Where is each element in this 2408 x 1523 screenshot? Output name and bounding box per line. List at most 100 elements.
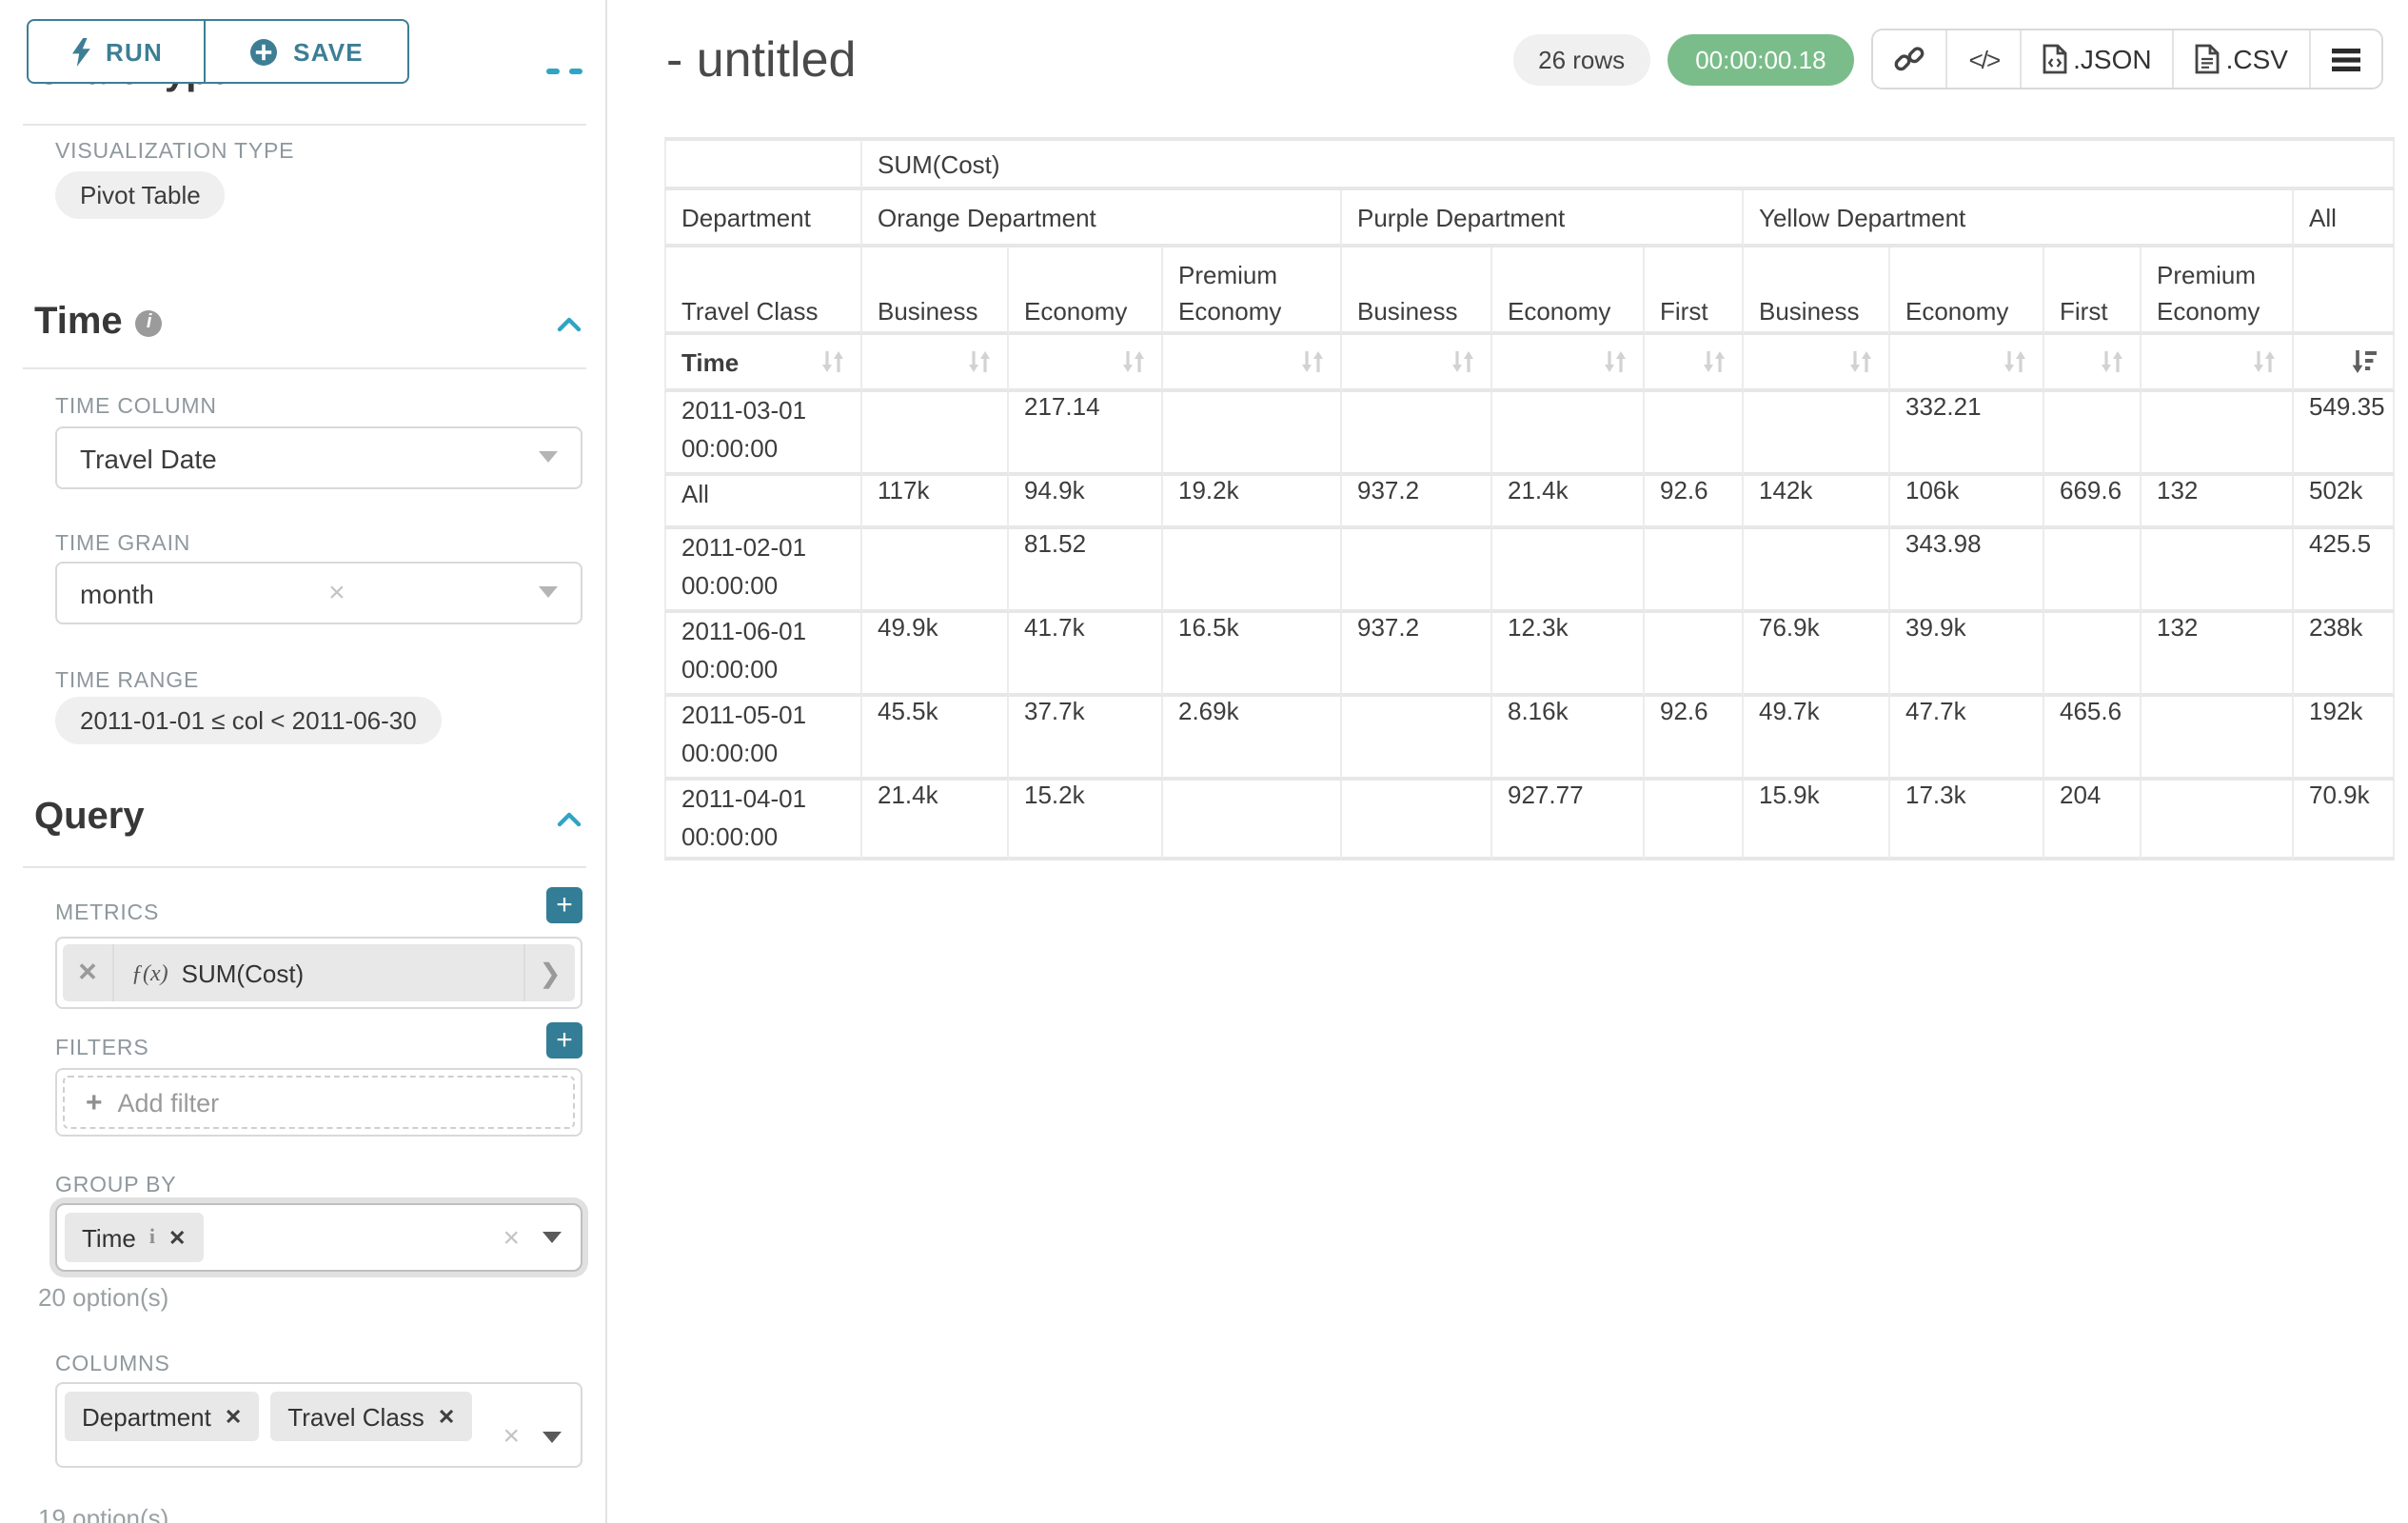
travel-class-header: Economy xyxy=(1492,247,1645,335)
dropdown-caret-icon[interactable] xyxy=(543,1431,562,1442)
value-cell: 21.4k xyxy=(1492,476,1645,529)
dropdown-caret-icon[interactable] xyxy=(543,1232,562,1243)
add-filter-button[interactable]: + Add filter xyxy=(63,1076,575,1129)
sort-icon[interactable] xyxy=(2003,348,2027,375)
department-group-header: Purple Department xyxy=(1342,190,1744,247)
time-grain-value: month xyxy=(80,578,154,608)
sort-icon[interactable] xyxy=(1300,348,1325,375)
sort-icon[interactable] xyxy=(1702,348,1727,375)
department-axis-label: Department xyxy=(664,190,862,247)
remove-metric-icon[interactable]: ✕ xyxy=(63,944,114,1001)
add-metric-button[interactable]: + xyxy=(546,887,582,923)
sort-header-cell xyxy=(2294,335,2396,392)
copy-link-button[interactable] xyxy=(1873,30,1948,88)
chip-label: Time xyxy=(82,1223,136,1252)
pivot-data-row: 2011-05-01 00:00:00 45.5k 37.7k 2.69k 8.16k 9… xyxy=(664,697,2396,781)
fx-icon: ƒ(x) xyxy=(131,959,168,985)
sort-header-cell xyxy=(1009,335,1163,392)
json-file-icon xyxy=(2043,44,2067,74)
save-button[interactable]: SAVE xyxy=(204,19,409,84)
sort-icon[interactable] xyxy=(967,348,992,375)
value-cell xyxy=(1163,392,1342,476)
sort-descending-active-icon[interactable] xyxy=(2351,348,2378,375)
value-cell xyxy=(1645,781,1744,861)
travel-class-header: Economy xyxy=(1009,247,1163,335)
hamburger-icon xyxy=(2332,48,2360,70)
value-cell: 117k xyxy=(862,476,1009,529)
group-by-select[interactable]: Time i ✕ × xyxy=(55,1203,582,1272)
value-cell: 39.9k xyxy=(1890,613,2044,697)
travel-class-header: Premium Economy xyxy=(2142,247,2294,335)
value-cell: 41.7k xyxy=(1009,613,1163,697)
add-filter-plus-button[interactable]: + xyxy=(546,1022,582,1058)
divider xyxy=(23,124,586,126)
columns-select[interactable]: Department ✕ Travel Class ✕ × xyxy=(55,1382,582,1468)
value-cell: 927.77 xyxy=(1492,781,1645,861)
value-cell xyxy=(1163,781,1342,861)
sort-header-cell xyxy=(1492,335,1645,392)
viz-type-pill[interactable]: Pivot Table xyxy=(55,171,226,219)
sort-icon[interactable] xyxy=(820,348,845,375)
value-cell: 217.14 xyxy=(1009,392,1163,476)
value-cell: 8.16k xyxy=(1492,697,1645,781)
sort-header-cell xyxy=(1163,335,1342,392)
time-column-value: Travel Date xyxy=(80,443,217,473)
sort-icon[interactable] xyxy=(1848,348,1873,375)
value-cell: 669.6 xyxy=(2044,476,2142,529)
row-header-6: 2011-04-01 00:00:00 xyxy=(664,781,862,861)
time-column-label: TIME COLUMN xyxy=(55,396,217,419)
pivot-data-row: 2011-04-01 00:00:00 21.4k 15.2k 927.77 15.9k… xyxy=(664,781,2396,861)
clear-icon[interactable]: × xyxy=(503,1221,520,1254)
export-csv-label: .CSV xyxy=(2225,44,2288,74)
divider xyxy=(23,866,586,868)
metric-chip[interactable]: ✕ ƒ(x) SUM(Cost) ❯ xyxy=(63,944,575,1001)
sort-icon[interactable] xyxy=(1121,348,1146,375)
value-cell: 47.7k xyxy=(1890,697,2044,781)
bolt-icon xyxy=(71,37,89,66)
value-cell: 937.2 xyxy=(1342,613,1492,697)
metric-expand-icon[interactable]: ❯ xyxy=(523,944,575,1001)
value-cell xyxy=(1645,392,1744,476)
metrics-control: ✕ ƒ(x) SUM(Cost) ❯ xyxy=(55,937,582,1009)
remove-chip-icon[interactable]: ✕ xyxy=(437,1406,456,1429)
value-cell: 132 xyxy=(2142,613,2294,697)
metric-name: SUM(Cost) xyxy=(181,959,305,987)
selected-option-chip[interactable]: Time i ✕ xyxy=(65,1213,204,1262)
sort-icon[interactable] xyxy=(2100,348,2124,375)
value-cell: 425.5 xyxy=(2294,529,2396,613)
remove-chip-icon[interactable]: ✕ xyxy=(224,1406,243,1429)
travel-class-header: Economy xyxy=(1890,247,2044,335)
value-cell xyxy=(2044,529,2142,613)
metric-header-cell: SUM(Cost) xyxy=(862,137,2396,190)
value-cell: 343.98 xyxy=(1890,529,2044,613)
clear-icon[interactable]: × xyxy=(503,1420,520,1453)
filters-control: + Add filter xyxy=(55,1068,582,1137)
chart-title[interactable]: - untitled xyxy=(666,30,857,88)
time-column-select[interactable]: Travel Date xyxy=(55,426,582,489)
value-cell xyxy=(1744,392,1890,476)
sort-icon[interactable] xyxy=(1603,348,1628,375)
time-collapse-chevron-icon[interactable] xyxy=(556,313,582,332)
sort-icon[interactable] xyxy=(1451,348,1475,375)
export-json-button[interactable]: .JSON xyxy=(2022,30,2175,88)
info-icon: i xyxy=(135,309,163,336)
clear-icon[interactable]: × xyxy=(328,577,345,609)
selected-option-chip[interactable]: Travel Class ✕ xyxy=(270,1392,473,1441)
sort-icon[interactable] xyxy=(2252,348,2277,375)
export-json-label: .JSON xyxy=(2073,44,2152,74)
columns-options-note: 19 option(s) xyxy=(38,1504,169,1523)
query-collapse-chevron-icon[interactable] xyxy=(556,808,582,827)
export-csv-button[interactable]: .CSV xyxy=(2174,30,2311,88)
selected-option-chip[interactable]: Department ✕ xyxy=(65,1392,260,1441)
time-grain-select[interactable]: month × xyxy=(55,562,582,624)
chart-type-action-icon[interactable] xyxy=(546,69,560,74)
time-range-pill[interactable]: 2011-01-01 ≤ col < 2011-06-30 xyxy=(55,697,442,744)
value-cell xyxy=(2142,697,2294,781)
metric-body[interactable]: ƒ(x) SUM(Cost) xyxy=(114,944,523,1001)
sort-header-cell xyxy=(862,335,1009,392)
menu-button[interactable] xyxy=(2311,30,2381,88)
view-query-button[interactable]: </> xyxy=(1947,30,2023,88)
run-button[interactable]: RUN xyxy=(27,19,206,84)
chart-type-action-icon[interactable] xyxy=(569,69,582,74)
remove-chip-icon[interactable]: ✕ xyxy=(168,1227,187,1250)
